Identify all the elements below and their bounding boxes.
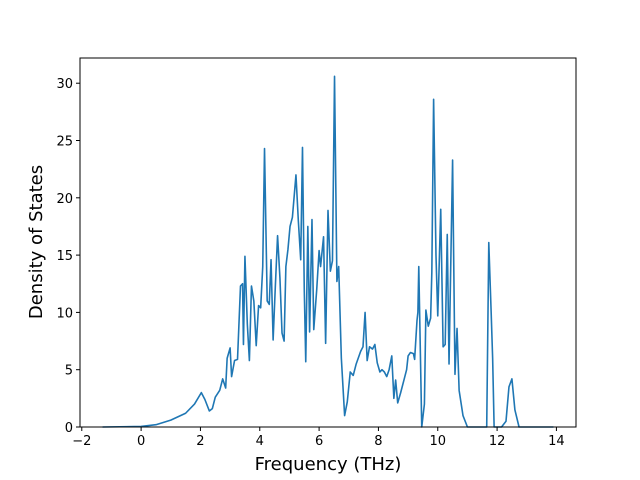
data-line xyxy=(102,75,554,428)
x-tick-label: 10 xyxy=(429,434,446,449)
y-tick-label: 5 xyxy=(65,364,73,379)
y-tick-label: 0 xyxy=(65,421,73,436)
x-tick-label: 2 xyxy=(196,434,204,449)
y-axis-label: Density of States xyxy=(26,165,47,319)
x-tick-label: 0 xyxy=(137,434,145,449)
y-tick-label: 30 xyxy=(56,77,73,92)
x-tick-label: 12 xyxy=(489,434,506,449)
y-tick-label: 20 xyxy=(56,192,73,207)
x-tick-label: 6 xyxy=(315,434,323,449)
x-tick-label: 8 xyxy=(374,434,382,449)
y-tick-label: 15 xyxy=(56,249,73,264)
axes-frame xyxy=(79,57,577,428)
x-tick-label: 14 xyxy=(548,434,565,449)
y-tick-label: 10 xyxy=(56,306,73,321)
x-tick-label: −2 xyxy=(72,434,91,449)
x-axis-label: Frequency (THz) xyxy=(255,454,402,475)
y-tick-label: 25 xyxy=(56,135,73,150)
x-tick-label: 4 xyxy=(256,434,264,449)
